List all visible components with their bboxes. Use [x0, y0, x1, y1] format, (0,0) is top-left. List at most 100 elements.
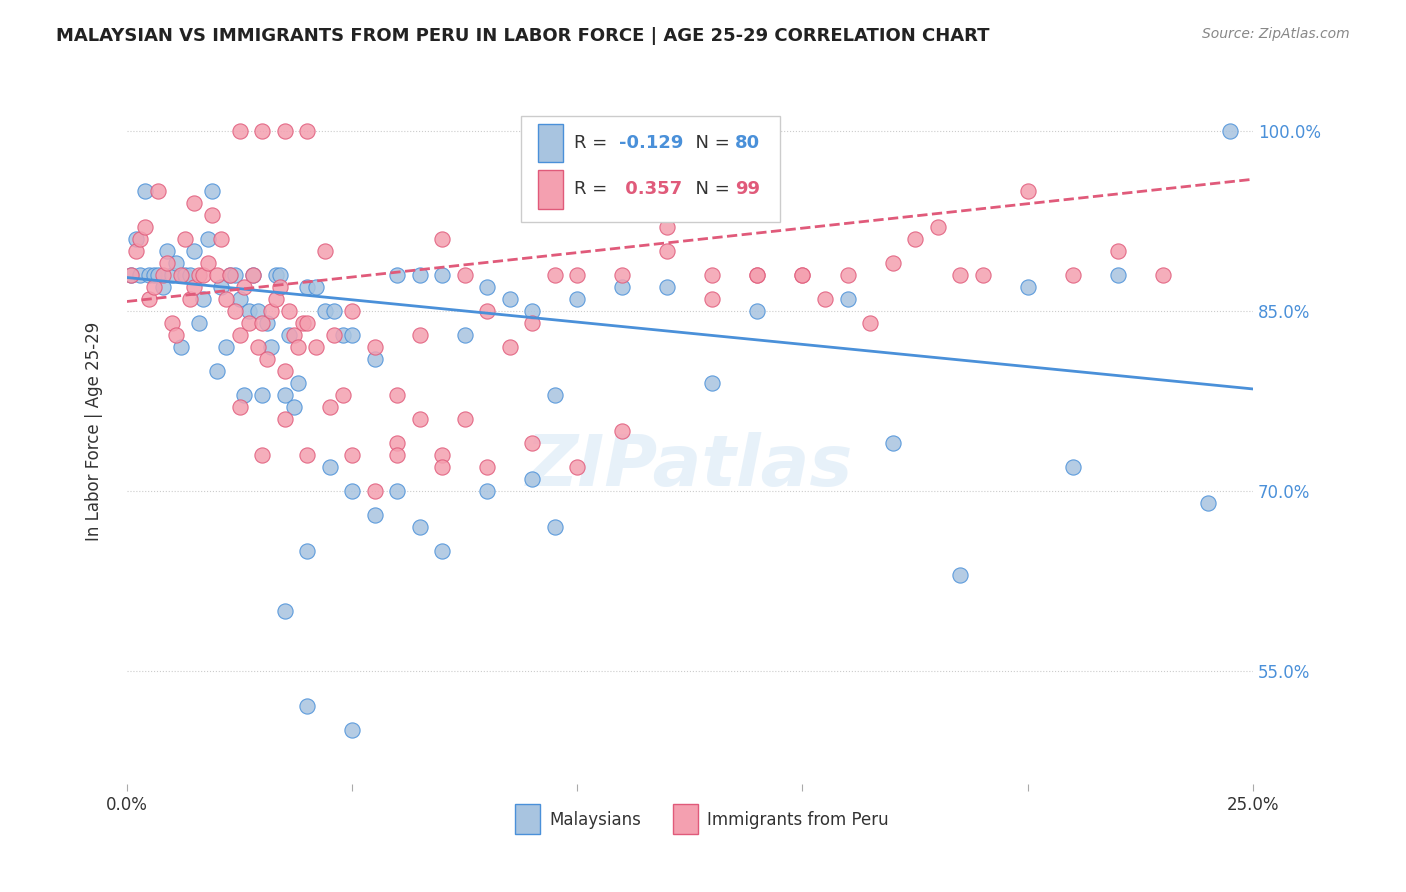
Point: [148, 268, 170, 282]
Point: [340, 448, 363, 462]
Point: [211, 280, 233, 294]
Point: [120, 268, 142, 282]
Point: [340, 328, 363, 343]
Text: MALAYSIAN VS IMMIGRANTS FROM PERU IN LABOR FORCE | AGE 25-29 CORRELATION CHART: MALAYSIAN VS IMMIGRANTS FROM PERU IN LAB…: [56, 27, 990, 45]
Point: [949, 567, 972, 582]
Point: [340, 304, 363, 318]
Point: [283, 400, 305, 414]
Point: [363, 508, 385, 522]
Point: [250, 316, 273, 330]
Point: [138, 292, 160, 306]
Point: [363, 340, 385, 354]
Point: [1107, 244, 1129, 259]
Point: [273, 364, 295, 378]
Y-axis label: In Labor Force | Age 25-29: In Labor Force | Age 25-29: [86, 321, 103, 541]
Point: [156, 244, 179, 259]
Point: [183, 196, 205, 211]
Point: [160, 268, 183, 282]
Point: [702, 376, 724, 390]
Point: [179, 292, 201, 306]
Point: [283, 328, 305, 343]
Point: [278, 304, 301, 318]
Point: [305, 340, 328, 354]
Point: [134, 184, 156, 198]
Point: [148, 184, 170, 198]
Point: [246, 340, 269, 354]
Point: [228, 328, 250, 343]
Point: [228, 292, 250, 306]
Point: [385, 388, 408, 402]
Text: ZIPatlas: ZIPatlas: [526, 432, 853, 500]
Point: [318, 400, 340, 414]
Point: [792, 268, 814, 282]
Text: Source: ZipAtlas.com: Source: ZipAtlas.com: [1202, 27, 1350, 41]
Point: [837, 268, 859, 282]
Point: [385, 448, 408, 462]
Point: [567, 268, 589, 282]
Point: [273, 388, 295, 402]
Point: [408, 520, 430, 534]
Point: [408, 328, 430, 343]
Point: [160, 316, 183, 330]
Point: [882, 435, 904, 450]
Point: [318, 459, 340, 474]
Point: [385, 483, 408, 498]
Point: [1107, 268, 1129, 282]
Point: [430, 543, 453, 558]
Point: [340, 723, 363, 738]
Point: [278, 328, 301, 343]
Point: [193, 292, 215, 306]
Point: [215, 292, 238, 306]
FancyBboxPatch shape: [522, 116, 780, 222]
Point: [138, 268, 160, 282]
Point: [165, 256, 187, 270]
Point: [499, 292, 522, 306]
Point: [120, 268, 142, 282]
Point: [544, 268, 567, 282]
Point: [657, 244, 679, 259]
Point: [314, 244, 336, 259]
Text: R =: R =: [574, 134, 613, 152]
Text: Immigrants from Peru: Immigrants from Peru: [707, 811, 889, 829]
Point: [238, 304, 260, 318]
Point: [747, 304, 769, 318]
Point: [193, 268, 215, 282]
Point: [125, 232, 148, 246]
Point: [295, 280, 318, 294]
Point: [1062, 268, 1084, 282]
Point: [332, 328, 354, 343]
Point: [477, 483, 499, 498]
Point: [170, 268, 193, 282]
Point: [188, 268, 211, 282]
Point: [250, 388, 273, 402]
Point: [238, 316, 260, 330]
Point: [477, 304, 499, 318]
Point: [454, 328, 477, 343]
Point: [183, 244, 205, 259]
Text: Malaysians: Malaysians: [550, 811, 641, 829]
Point: [201, 208, 224, 222]
FancyBboxPatch shape: [538, 123, 562, 162]
Point: [246, 304, 269, 318]
Point: [211, 232, 233, 246]
Point: [702, 268, 724, 282]
Point: [1197, 496, 1219, 510]
Point: [250, 448, 273, 462]
Point: [657, 280, 679, 294]
Text: R =: R =: [574, 180, 613, 199]
Point: [295, 124, 318, 138]
Point: [702, 292, 724, 306]
Point: [291, 316, 314, 330]
Point: [544, 388, 567, 402]
Point: [287, 340, 309, 354]
Point: [242, 268, 264, 282]
Point: [295, 543, 318, 558]
Point: [228, 400, 250, 414]
Point: [295, 699, 318, 714]
Point: [1219, 124, 1241, 138]
Point: [273, 604, 295, 618]
Point: [156, 256, 179, 270]
Point: [499, 340, 522, 354]
Point: [264, 268, 287, 282]
Point: [363, 351, 385, 366]
